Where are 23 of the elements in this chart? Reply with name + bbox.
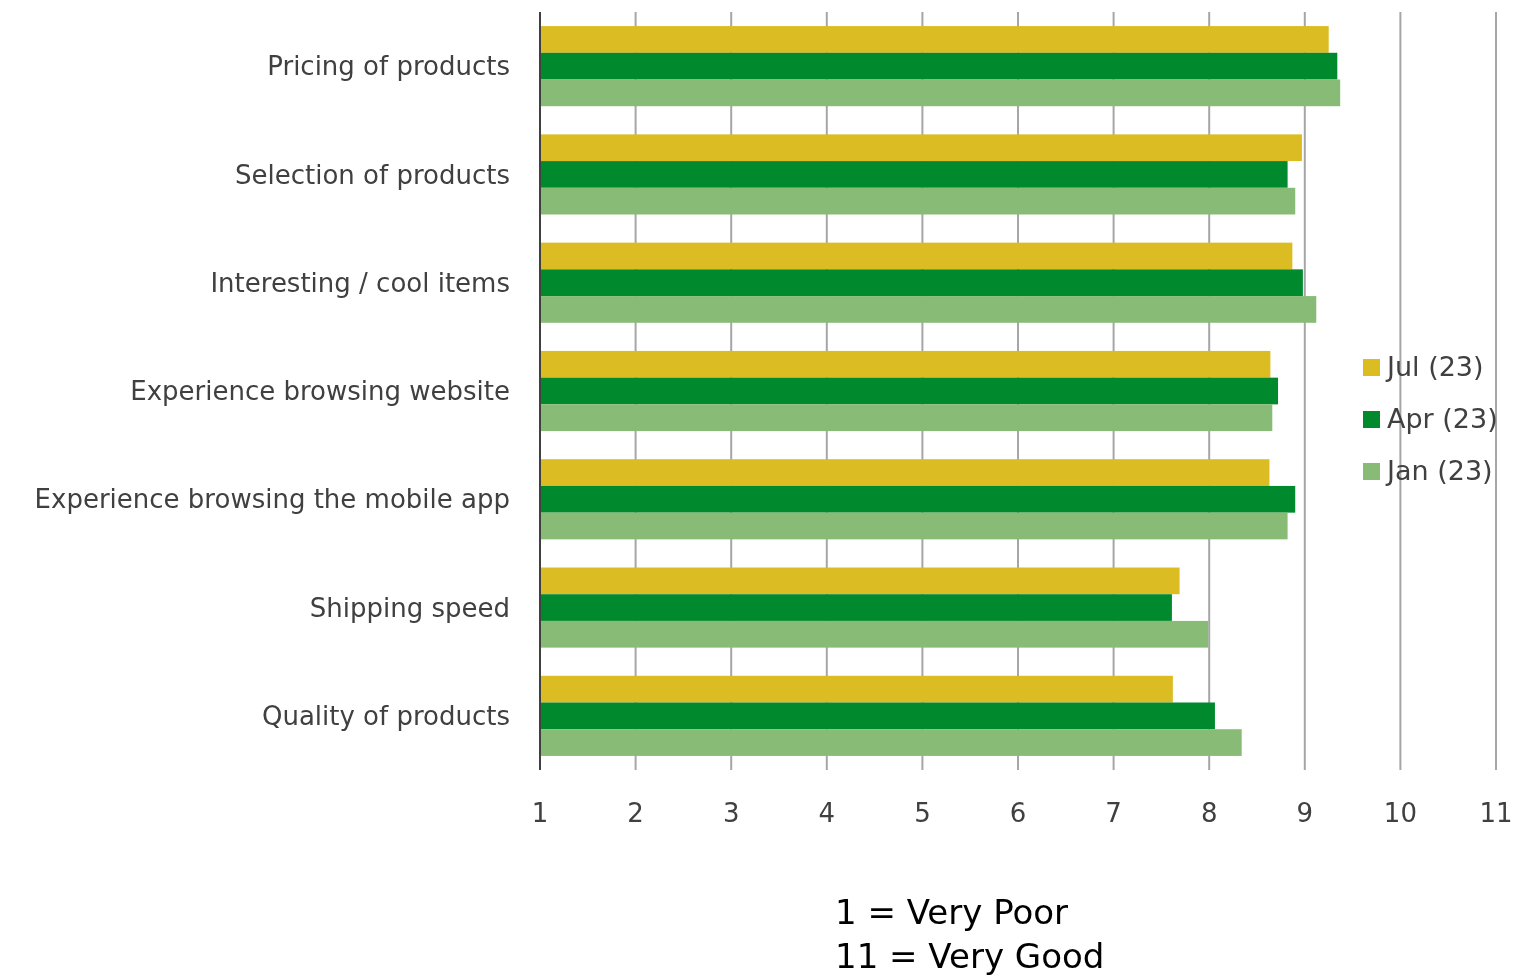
- y-tick-label: Selection of products: [235, 159, 510, 190]
- text: 11 = Very Good: [835, 936, 1105, 976]
- x-tick-label: 5: [914, 798, 931, 828]
- x-tick-label: 3: [722, 798, 740, 828]
- y-tick-label: Experience browsing the mobile app: [34, 484, 510, 515]
- x-tick-label: 7: [1105, 798, 1122, 828]
- y-tick-label: Shipping speed: [309, 592, 510, 623]
- x-tick-label: 10: [1383, 798, 1417, 828]
- x-tick-label: 11: [1479, 798, 1513, 828]
- y-tick-label: Quality of products: [261, 700, 510, 731]
- legend-label: Jan (23): [1385, 455, 1493, 487]
- y-tick-label: Experience browsing website: [130, 376, 510, 407]
- x-tick-label: 8: [1200, 798, 1218, 828]
- legend-label: Jul (23): [1385, 351, 1484, 383]
- x-tick-label: 2: [627, 798, 644, 828]
- legend-label: Apr (23): [1387, 403, 1498, 435]
- x-tick-label: 1: [531, 798, 549, 828]
- y-tick-label: Interesting / cool items: [210, 267, 510, 298]
- x-tick-label: 4: [818, 798, 836, 828]
- x-tick-label: 6: [1009, 798, 1027, 828]
- x-tick-label: 9: [1296, 798, 1314, 828]
- text: 1 = Very Poor: [835, 892, 1069, 932]
- y-tick-label: Pricing of products: [267, 51, 510, 82]
